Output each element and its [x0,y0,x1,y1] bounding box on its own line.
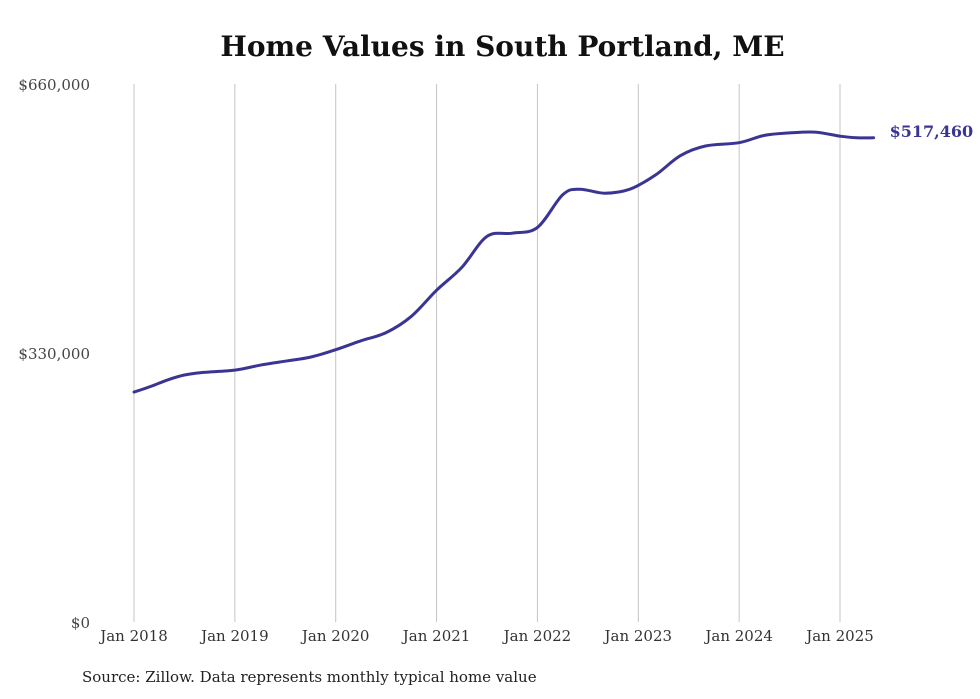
x-tick-label: Jan 2021 [401,627,471,645]
x-axis-ticks: Jan 2018 Jan 2019 Jan 2020 Jan 2021 Jan 2022… [98,627,874,645]
x-tick-label: Jan 2024 [703,627,773,645]
y-tick-label: $660,000 [18,76,90,94]
y-tick-label: $330,000 [18,345,90,363]
x-tick-label: Jan 2018 [98,627,168,645]
x-tick-label: Jan 2020 [300,627,370,645]
x-tick-label: Jan 2023 [603,627,673,645]
y-tick-label: $0 [71,614,90,632]
home-value-series-line [132,130,876,394]
y-axis-ticks: $0 $330,000 $660,000 [18,76,90,632]
end-value-label: $517,460 [890,122,974,141]
x-tick-label: Jan 2022 [502,627,572,645]
gridlines [133,84,841,622]
chart-title: Home Values in South Portland, ME [220,30,785,63]
source-note: Source: Zillow. Data represents monthly … [82,668,537,686]
x-tick-label: Jan 2019 [199,627,269,645]
x-tick-label: Jan 2025 [804,627,874,645]
